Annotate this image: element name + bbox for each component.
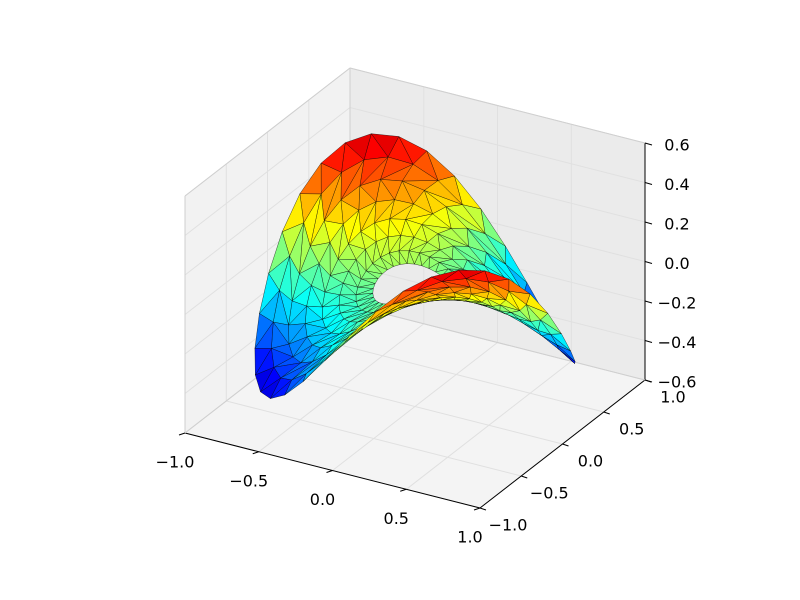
z-tick-label: 0.0 <box>664 254 689 273</box>
x-tick-mark <box>178 432 186 436</box>
x-tick-label: −0.5 <box>229 471 268 490</box>
surface-triangle <box>302 360 325 382</box>
y-tick-label: −0.5 <box>530 484 569 503</box>
y-tick-label: 1.0 <box>660 388 685 407</box>
z-tick-mark <box>644 340 653 343</box>
surface-triangle <box>260 377 281 399</box>
y-tick-label: 0.0 <box>578 452 603 471</box>
y-tick-mark <box>521 475 528 479</box>
surface-triangle <box>270 379 292 399</box>
surface-triangle <box>284 373 307 396</box>
z-tick-mark <box>644 300 653 304</box>
z-tick-label: 0.2 <box>664 215 689 234</box>
x-tick-mark <box>252 451 259 455</box>
surface-mesh <box>254 133 576 399</box>
x-tick-mark <box>473 507 481 511</box>
z-tick-mark <box>644 221 653 225</box>
pane-edge <box>184 67 351 197</box>
x-tick-label: 1.0 <box>457 528 482 547</box>
surface-triangle <box>255 367 275 393</box>
z-tick-mark <box>644 379 653 383</box>
z-tick-mark <box>644 261 653 264</box>
surface-triangle <box>254 348 272 376</box>
tick-labels: −1.0−0.50.00.51.0−1.0−0.50.00.51.0−0.6−0… <box>156 136 697 547</box>
x-tick-mark <box>400 488 407 492</box>
z-tick-label: 0.6 <box>664 136 689 155</box>
y-tick-mark <box>479 507 487 511</box>
y-tick-label: 0.5 <box>619 420 644 439</box>
x-tick-label: 0.0 <box>310 490 335 509</box>
y-tick-mark <box>603 411 610 415</box>
surface-triangle <box>428 262 440 273</box>
y-tick-label: −1.0 <box>489 516 528 535</box>
z-tick-label: −0.6 <box>658 373 697 392</box>
surface-triangle <box>324 336 350 362</box>
surface-triangle <box>435 268 449 277</box>
z-tick-label: −0.2 <box>658 294 697 313</box>
z-tick-label: −0.4 <box>658 333 697 352</box>
z-tick-label: 0.4 <box>664 175 689 194</box>
x-tick-mark <box>326 470 333 473</box>
x-tick-label: 0.5 <box>384 509 409 528</box>
x-tick-label: −1.0 <box>156 453 195 472</box>
y-tick-mark <box>562 443 569 447</box>
pane-edge <box>349 67 646 144</box>
z-tick-mark <box>644 142 653 146</box>
z-tick-mark <box>644 182 653 185</box>
pane-edge <box>349 304 646 381</box>
